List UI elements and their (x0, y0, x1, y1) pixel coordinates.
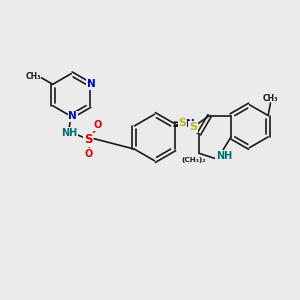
Text: O: O (85, 149, 93, 159)
Text: S: S (189, 122, 197, 132)
Text: N: N (68, 111, 77, 122)
Text: CH₃: CH₃ (25, 72, 41, 81)
Text: N: N (186, 118, 194, 128)
Text: (CH₃)₂: (CH₃)₂ (182, 157, 206, 163)
Text: S: S (84, 133, 92, 146)
Text: O: O (94, 120, 102, 130)
Text: N: N (87, 79, 96, 89)
Text: S: S (178, 118, 187, 128)
Text: NH: NH (216, 151, 232, 161)
Text: CH₃: CH₃ (263, 94, 278, 103)
Text: NH: NH (61, 128, 77, 138)
